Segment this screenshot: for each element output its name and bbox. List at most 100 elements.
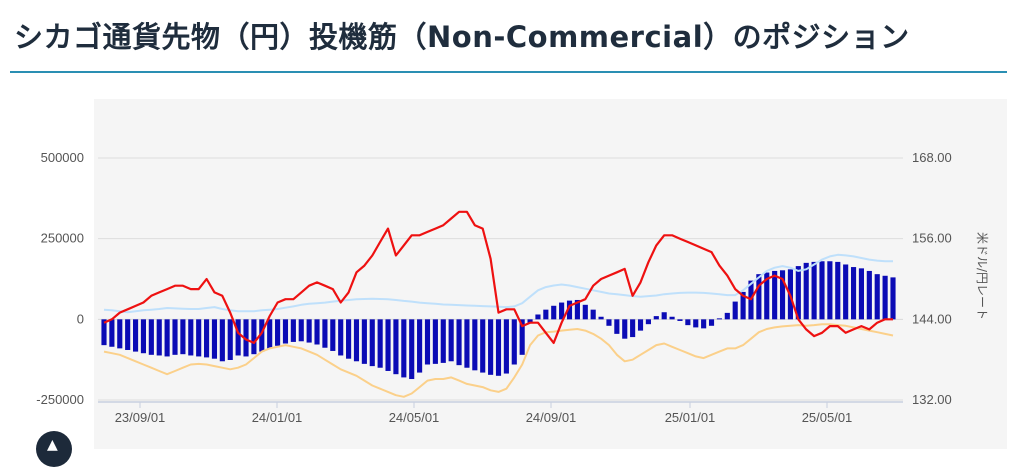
net-position-bar xyxy=(480,319,486,373)
net-position-bar xyxy=(401,319,407,378)
net-position-bar xyxy=(645,319,651,325)
net-position-bar xyxy=(598,316,604,320)
net-position-bar xyxy=(795,266,801,320)
net-position-bar xyxy=(890,277,896,320)
net-position-bar xyxy=(298,319,304,342)
net-position-bar xyxy=(772,270,778,320)
net-position-bar xyxy=(472,319,478,371)
net-position-bar xyxy=(590,309,596,320)
left-tick-label: -250000 xyxy=(36,392,84,407)
net-position-bar xyxy=(440,319,446,363)
net-position-bar xyxy=(290,319,296,342)
net-position-bar xyxy=(803,262,809,320)
net-position-bar xyxy=(235,319,241,356)
x-tick-label: 25/05/01 xyxy=(802,410,853,425)
net-position-bar xyxy=(148,319,154,355)
net-position-bar xyxy=(346,319,352,359)
net-position-bar xyxy=(275,319,281,346)
net-position-bar xyxy=(866,270,872,320)
net-position-bar xyxy=(164,319,170,357)
net-position-bars xyxy=(101,261,896,380)
left-tick-label: 500000 xyxy=(41,150,84,165)
net-position-bar xyxy=(219,319,225,362)
net-position-bar xyxy=(637,319,644,331)
net-position-bar xyxy=(409,319,415,380)
title-divider xyxy=(10,71,1007,73)
net-position-bar xyxy=(188,319,194,356)
right-tick-label: 132.00 xyxy=(912,392,952,407)
x-axis-ticks: 23/09/01 24/01/01 24/05/01 24/09/01 25/01/01… xyxy=(115,402,853,425)
left-axis-ticks: 500000 250000 0 -250000 xyxy=(36,150,84,407)
scroll-top-button[interactable]: ▲ xyxy=(36,431,72,467)
net-position-bar xyxy=(180,319,186,355)
net-position-bar xyxy=(708,319,715,326)
net-position-bar xyxy=(322,319,328,348)
net-position-bar xyxy=(661,312,667,320)
net-position-bar xyxy=(211,319,218,359)
net-position-bar xyxy=(353,319,360,362)
net-position-bar xyxy=(677,319,683,321)
net-position-bar xyxy=(779,270,786,320)
net-position-bar xyxy=(559,302,565,320)
net-position-bar xyxy=(495,319,502,376)
net-position-bar xyxy=(614,319,620,334)
net-position-bar xyxy=(551,305,557,320)
x-tick-label: 24/01/01 xyxy=(252,410,303,425)
net-position-bar xyxy=(117,319,123,349)
net-position-bar xyxy=(488,319,494,375)
net-position-bar xyxy=(811,261,817,320)
net-position-bar xyxy=(259,319,265,352)
net-position-bar xyxy=(732,301,738,320)
net-position-bar xyxy=(306,319,312,343)
net-position-bar xyxy=(330,319,336,351)
net-position-bar xyxy=(125,319,131,350)
net-position-bar xyxy=(850,267,857,320)
net-position-bar xyxy=(630,319,636,338)
net-position-bar xyxy=(669,316,675,320)
right-tick-label: 156.00 xyxy=(912,231,952,246)
x-tick-label: 23/09/01 xyxy=(115,410,166,425)
net-position-bar xyxy=(448,319,454,362)
net-position-bar xyxy=(314,319,320,345)
net-position-bar xyxy=(385,319,391,371)
net-position-bar xyxy=(503,319,509,374)
x-tick-label: 25/01/01 xyxy=(665,410,716,425)
usd-jpy-rate-line xyxy=(103,210,893,344)
right-axis-label: 米ドル/円レート xyxy=(975,232,989,320)
net-position-bar xyxy=(132,319,139,352)
net-position-bar xyxy=(393,319,399,375)
net-position-bar xyxy=(338,319,344,356)
short-position-line xyxy=(103,323,894,398)
left-tick-label: 0 xyxy=(77,311,84,326)
net-position-bar xyxy=(511,319,517,365)
net-position-bar xyxy=(424,319,431,365)
net-position-bar xyxy=(361,319,367,364)
net-position-bar xyxy=(566,300,573,320)
right-axis-ticks: 168.00 156.00 144.00 132.00 xyxy=(912,150,952,407)
right-tick-label: 144.00 xyxy=(912,311,952,326)
net-position-bar xyxy=(527,319,533,323)
net-position-bar xyxy=(267,319,273,349)
net-position-bar xyxy=(432,319,438,364)
net-position-bar xyxy=(882,275,888,320)
net-position-bar xyxy=(843,264,849,320)
net-position-bar xyxy=(693,319,699,328)
net-position-bar xyxy=(835,261,841,320)
net-position-bar xyxy=(456,319,462,366)
net-position-bar xyxy=(282,319,289,344)
net-position-bar xyxy=(858,268,865,320)
page-title: シカゴ通貨先物（円）投機筋（Non-Commercial）のポジション xyxy=(14,20,910,54)
series-lines xyxy=(103,210,894,398)
net-position-bar xyxy=(819,261,825,320)
net-position-bar xyxy=(172,319,178,355)
net-position-bar xyxy=(369,319,375,367)
net-position-bar xyxy=(827,261,833,320)
net-position-bar xyxy=(140,319,147,354)
net-position-bar xyxy=(101,319,107,346)
net-position-bar xyxy=(701,319,707,329)
net-position-bar xyxy=(740,291,746,320)
net-position-bar xyxy=(606,319,612,326)
net-position-bar xyxy=(622,319,628,339)
net-position-bar xyxy=(543,309,549,320)
